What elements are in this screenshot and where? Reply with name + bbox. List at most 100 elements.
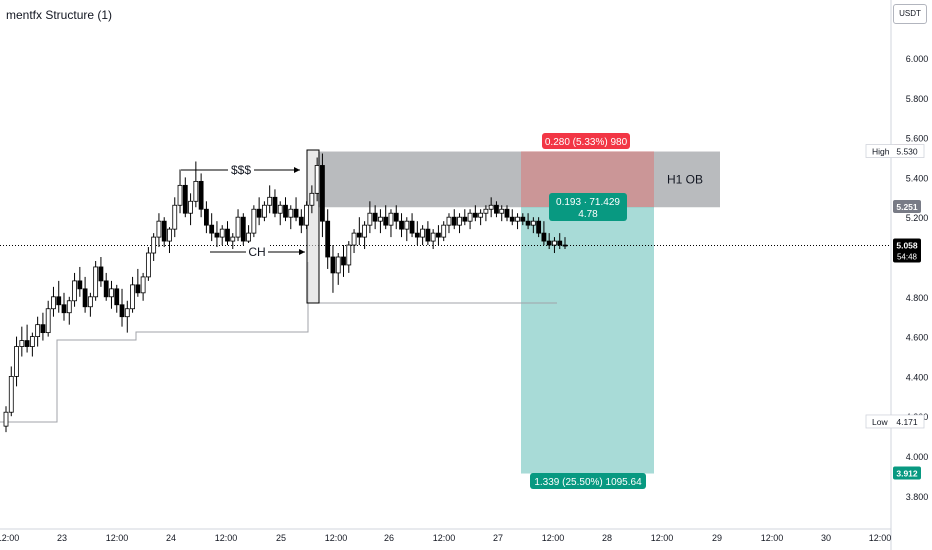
candle-body: [399, 220, 404, 230]
candle-body: [3, 411, 9, 427]
candle-body: [219, 228, 225, 238]
candle-body: [51, 296, 56, 310]
candle-body: [283, 204, 288, 218]
candle-body: [388, 212, 394, 226]
candle-body: [135, 284, 141, 294]
candle-body: [256, 208, 262, 218]
high-badge-label: High: [872, 147, 890, 157]
candle-body: [314, 165, 320, 194]
candle-body: [530, 220, 536, 226]
candle-body: [29, 336, 35, 347]
candle-body: [203, 208, 209, 226]
candle-body: [161, 220, 167, 242]
indicator-title[interactable]: mentfx Structure (1): [6, 8, 113, 22]
candle-body: [325, 220, 331, 258]
candle-body: [541, 232, 547, 242]
time-tick-label: 12:00: [869, 533, 892, 543]
candle-body: [114, 288, 120, 306]
time-axis[interactable]: 12:00 23 12:00 24 12:00 25 12:00 26 12:00 27 12:00…: [0, 533, 891, 543]
price-tick-label: 4.400: [906, 372, 929, 382]
candle-body: [425, 228, 431, 242]
candle-body: [309, 192, 315, 206]
candle-body: [494, 204, 499, 214]
candle-body: [167, 228, 172, 242]
candle-body: [552, 240, 557, 246]
time-tick-label: 27: [493, 533, 503, 543]
candle-body: [182, 184, 188, 214]
candle-body: [56, 296, 62, 306]
candle-body: [430, 232, 436, 242]
candle-body: [156, 220, 162, 238]
order-block-zone: [318, 151, 720, 208]
price-tick-label: 4.600: [906, 333, 929, 343]
candle-body: [367, 212, 373, 226]
time-tick-label: 12:00: [433, 533, 456, 543]
candle-body: [66, 300, 72, 314]
entry-label-box: [549, 193, 627, 221]
zones-layer: H1 OB 0.280 (5.33%) 980 0.193 ∙ 71.4294.78…: [0, 133, 891, 489]
candle-body: [72, 280, 77, 302]
candle-body: [362, 224, 368, 238]
candle-body: [330, 256, 336, 274]
low-badge-bg: [865, 414, 925, 429]
candle-body: [77, 280, 83, 290]
candle-body: [536, 220, 542, 234]
target-price-badge-bg: [893, 466, 921, 480]
price-tick-label: 5.200: [906, 213, 929, 223]
candle-body: [172, 204, 178, 230]
candle-body: [499, 208, 505, 214]
liquidity-label: $$$: [231, 163, 251, 177]
candle-body: [235, 216, 241, 238]
candle-body: [251, 208, 257, 234]
candle-body: [225, 228, 230, 242]
price-tick-label: 5.400: [906, 173, 929, 183]
candle-body: [404, 220, 410, 230]
time-tick-label: 24: [166, 533, 176, 543]
candle-body: [267, 196, 273, 206]
price-tick-label: 5.800: [906, 94, 929, 104]
candle-body: [335, 256, 341, 274]
time-tick-label: 12:00: [0, 533, 19, 543]
candle-body: [177, 184, 183, 206]
entry-label-text: 4.78: [578, 209, 598, 220]
candle-body: [24, 340, 30, 347]
candle-body: [451, 216, 457, 226]
time-tick-label: 12:00: [542, 533, 565, 543]
candle-body: [320, 165, 325, 222]
candle-body: [420, 228, 426, 238]
low-badge-label: Low: [872, 417, 888, 427]
candle-body: [356, 232, 362, 238]
candle-body: [246, 232, 251, 242]
candles-layer: [3, 153, 568, 433]
time-tick-label: 30: [821, 533, 831, 543]
candle-body: [188, 200, 193, 214]
high-badge-value: 5.530: [896, 147, 918, 157]
candle-body: [525, 220, 531, 226]
candle-body: [393, 212, 399, 222]
candle-body: [346, 244, 352, 266]
candle-body: [488, 204, 494, 210]
currency-button[interactable]: USDT: [893, 4, 927, 24]
time-tick-label: 28: [602, 533, 612, 543]
candle-body: [240, 216, 246, 242]
candle-body: [467, 212, 473, 222]
candle-body: [87, 296, 93, 308]
liquidity-arrow: [294, 167, 300, 173]
structure-step-line: [0, 262, 309, 423]
candle-body: [230, 236, 236, 242]
candle-body: [409, 220, 415, 234]
candle-body: [209, 224, 215, 234]
candle-body: [145, 252, 151, 278]
stop-label-text: 0.280 (5.33%) 980: [545, 137, 628, 148]
annotations-layer: $$$ CH: [181, 161, 305, 259]
time-tick-label: 23: [57, 533, 67, 543]
candle-body: [35, 324, 41, 338]
candle-body: [130, 284, 135, 310]
candle-body: [198, 180, 204, 210]
candle-body: [262, 204, 267, 218]
price-tick-label: 4.800: [906, 293, 929, 303]
candle-body: [298, 216, 304, 226]
candle-body: [277, 204, 283, 214]
